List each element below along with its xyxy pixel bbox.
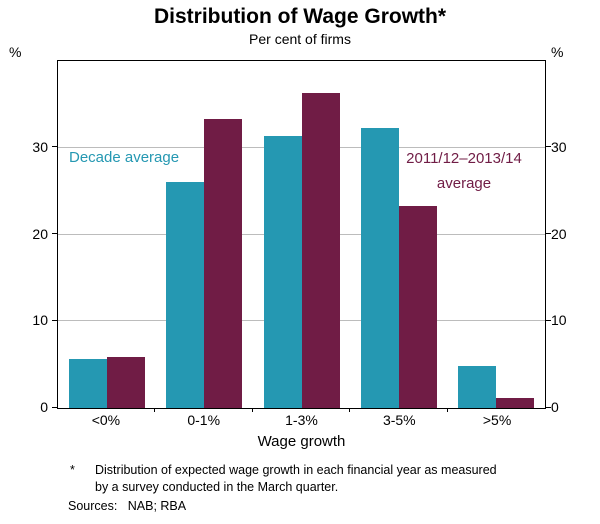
y-axis-label-10: 10 bbox=[551, 312, 567, 329]
y-axis-tick bbox=[546, 406, 551, 408]
y-axis-tick bbox=[52, 146, 57, 148]
sources-text: Sources: NAB; RBA bbox=[68, 499, 187, 513]
bar-recent-average->5% bbox=[496, 397, 535, 408]
series-label-decade-average: Decade average bbox=[69, 149, 180, 166]
bar-group-<0% bbox=[58, 61, 155, 408]
bar-decade-average-<0% bbox=[68, 358, 107, 408]
chart-subtitle: Per cent of firms bbox=[249, 31, 351, 47]
y-axis-tick bbox=[52, 233, 57, 234]
bar-decade-average-0-1% bbox=[166, 182, 205, 408]
y-axis-label-0: 0 bbox=[551, 399, 559, 415]
y-axis-unit-right: % bbox=[551, 44, 564, 60]
chart-title: Distribution of Wage Growth* bbox=[153, 5, 447, 28]
y-axis-tick bbox=[546, 233, 551, 234]
x-axis-tick bbox=[349, 408, 351, 412]
x-axis-label->5%: >5% bbox=[482, 412, 512, 428]
bar-recent-average-<0% bbox=[106, 356, 145, 408]
bar-group->5% bbox=[448, 61, 545, 408]
bar-recent-average-3-5% bbox=[398, 205, 437, 408]
footnote-line2: by a survey conducted in the March quart… bbox=[95, 480, 339, 494]
x-axis-tick bbox=[251, 408, 253, 412]
y-axis-label-20: 20 bbox=[551, 225, 567, 242]
plot-area: Decade average 2011/12–2013/14 average bbox=[57, 60, 546, 409]
x-axis-tick bbox=[446, 408, 448, 412]
series-label-recent-line2: average bbox=[436, 175, 492, 192]
y-axis-label-30: 30 bbox=[551, 138, 567, 155]
x-axis-labels: <0% 0-1% 1-3% 3-5% >5% bbox=[57, 412, 546, 428]
bar-recent-average-1-3% bbox=[301, 93, 340, 408]
y-axis-unit-left: % bbox=[9, 44, 22, 60]
y-axis-tick bbox=[546, 319, 551, 321]
x-axis-tick bbox=[154, 408, 156, 412]
y-axis-label-10: 10 bbox=[32, 312, 48, 329]
x-axis-label-0-1%: 0-1% bbox=[187, 412, 221, 428]
bar-group-3-5% bbox=[350, 61, 447, 408]
bar-groups bbox=[58, 61, 545, 408]
footnote-line1: Distribution of expected wage growth in … bbox=[95, 463, 497, 477]
bar-decade-average->5% bbox=[458, 366, 497, 408]
bar-group-1-3% bbox=[253, 61, 350, 408]
series-label-recent-average: 2011/12–2013/14 average bbox=[384, 146, 544, 196]
bar-decade-average-1-3% bbox=[263, 136, 302, 408]
x-axis-title: Wage growth bbox=[257, 433, 346, 450]
x-axis-label-1-3%: 1-3% bbox=[285, 412, 318, 428]
y-axis-labels-right: 0 10 20 30 bbox=[551, 60, 591, 415]
y-axis-labels-left: 0 10 20 30 bbox=[0, 60, 48, 415]
series-label-recent-line1: 2011/12–2013/14 bbox=[406, 150, 522, 167]
x-axis-label-<0%: <0% bbox=[91, 412, 121, 428]
y-axis-tick bbox=[52, 406, 57, 408]
bar-recent-average-0-1% bbox=[204, 119, 243, 408]
bar-group-0-1% bbox=[155, 61, 252, 408]
y-axis-label-30: 30 bbox=[32, 138, 48, 155]
y-axis-tick bbox=[52, 319, 57, 321]
y-axis-label-20: 20 bbox=[32, 225, 48, 242]
footnote-marker: * bbox=[70, 463, 75, 477]
x-axis-label-3-5%: 3-5% bbox=[382, 412, 416, 428]
y-axis-tick bbox=[546, 146, 551, 148]
y-axis-label-0: 0 bbox=[40, 399, 48, 415]
bar-decade-average-3-5% bbox=[360, 127, 399, 408]
